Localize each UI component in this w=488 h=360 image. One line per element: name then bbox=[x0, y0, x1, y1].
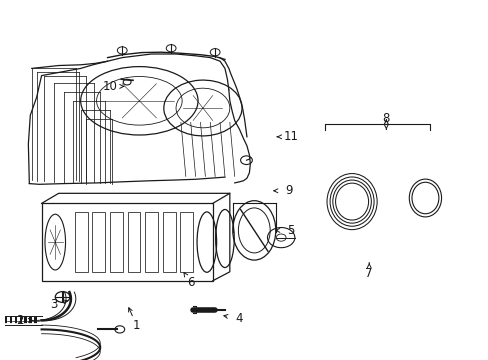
Text: 2: 2 bbox=[16, 314, 23, 327]
Bar bbox=[75, 212, 87, 272]
Bar bbox=[180, 212, 193, 272]
Text: 8: 8 bbox=[382, 112, 389, 125]
Text: 4: 4 bbox=[235, 312, 243, 325]
Bar bbox=[145, 212, 158, 272]
Text: 3: 3 bbox=[50, 298, 58, 311]
Text: 11: 11 bbox=[283, 130, 298, 143]
Text: 10: 10 bbox=[102, 80, 117, 93]
Text: 5: 5 bbox=[286, 224, 294, 237]
Bar bbox=[110, 212, 122, 272]
Bar bbox=[163, 212, 175, 272]
Bar bbox=[127, 212, 140, 272]
Text: 7: 7 bbox=[365, 267, 372, 280]
Text: 1: 1 bbox=[133, 319, 141, 332]
Text: 9: 9 bbox=[284, 184, 292, 197]
Text: 6: 6 bbox=[186, 276, 194, 289]
Bar bbox=[92, 212, 105, 272]
